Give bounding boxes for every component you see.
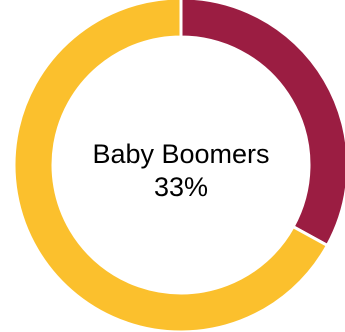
donut-slice-other	[12, 0, 330, 332]
center-category-label: Baby Boomers	[92, 139, 270, 169]
center-percent-label: 33%	[153, 172, 209, 202]
donut-slice-baby-boomers	[179, 0, 345, 248]
